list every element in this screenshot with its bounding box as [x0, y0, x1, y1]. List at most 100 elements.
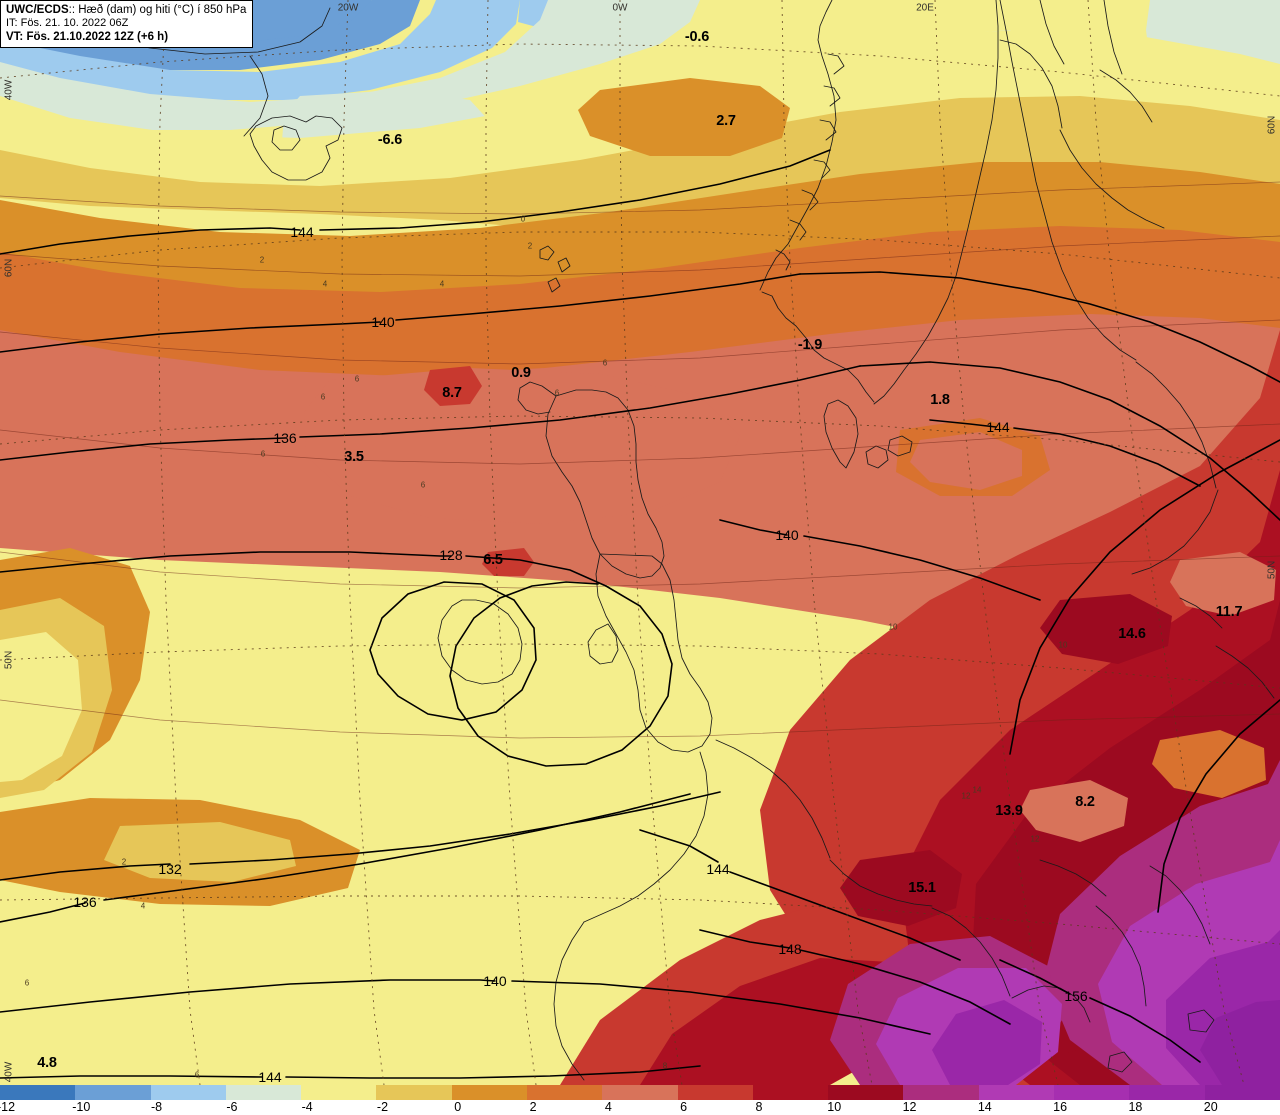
temperature-value-label: -6.6 — [377, 132, 403, 148]
temperature-value-label: 14.6 — [1118, 626, 1146, 642]
color-scale-bar[interactable]: -12 -10 -8 -6 -4 -2 0 2 4 6 8 10 12 14 16 18 20 — [0, 1085, 1280, 1115]
geopotential-contour-label: 144 — [986, 419, 1010, 435]
temperature-value-label: -1.9 — [797, 337, 823, 353]
graticule-label: 60N — [1266, 115, 1278, 135]
isoline-value-label: 6 — [194, 1070, 200, 1080]
color-scale-tick-label: 6 — [680, 1100, 688, 1114]
graticule-label: 50N — [3, 650, 15, 670]
temperature-value-label: 0.9 — [511, 365, 531, 381]
isoline-value-label: 10 — [888, 622, 898, 632]
color-scale-swatch — [1204, 1085, 1280, 1100]
isoline-value-label: 6 — [420, 480, 426, 490]
color-scale-tick-label: 4 — [604, 1100, 612, 1114]
color-scale-swatch — [903, 1085, 979, 1100]
isoline-value-label: 12 — [1030, 834, 1040, 844]
color-scale-swatch — [828, 1085, 904, 1100]
color-scale-swatch — [451, 1085, 527, 1100]
color-scale-tick-label: 8 — [755, 1100, 763, 1114]
isoline-value-label: 4 — [322, 279, 328, 289]
temperature-value-label: 6.5 — [483, 552, 503, 568]
color-scale-tick-label: 2 — [529, 1100, 537, 1114]
geopotential-contour-label: 136 — [273, 430, 297, 446]
geopotential-contour-label: 140 — [371, 314, 395, 330]
isoline-value-label: 2 — [259, 255, 265, 265]
color-scale-swatch — [978, 1085, 1054, 1100]
color-scale-swatch — [1053, 1085, 1130, 1100]
color-scale-swatch — [75, 1085, 151, 1100]
temperature-value-label: 4.8 — [37, 1055, 57, 1071]
graticule-label: 20W — [337, 2, 359, 14]
color-scale-swatch — [602, 1085, 678, 1100]
color-scale-swatch — [752, 1085, 829, 1100]
color-scale-tick-label: -10 — [72, 1100, 91, 1114]
isoline-value-label: 2 — [527, 241, 533, 251]
isoline-value-label: 6 — [354, 374, 360, 384]
color-scale-tick-label: 0 — [454, 1100, 462, 1114]
geopotential-contour-label: 144 — [258, 1069, 282, 1085]
color-scale-tick-label: -4 — [301, 1100, 313, 1114]
graticule-label: 60N — [3, 258, 15, 278]
isoline-value-label: 6 — [24, 978, 30, 988]
map-raster — [0, 0, 1280, 1085]
init-time-label: IT: Fös. 21. 10. 2022 06Z — [6, 17, 129, 30]
color-scale-tick-label: -12 — [0, 1100, 16, 1114]
map-info-box: UWC/ECDS:: Hæð (dam) og hiti (°C) í 850 … — [0, 0, 254, 49]
color-scale-tick-label: 12 — [902, 1100, 917, 1114]
graticule-label: 40W — [3, 1061, 15, 1083]
map-title: UWC/ECDS:: Hæð (dam) og hiti (°C) í 850 … — [6, 3, 246, 17]
geopotential-contour-label: 140 — [483, 973, 507, 989]
geopotential-contour-label: 132 — [158, 861, 182, 877]
color-scale-tick-label: 14 — [977, 1100, 992, 1114]
geopotential-contour-label: 140 — [775, 527, 799, 543]
color-scale-tick-label: 16 — [1053, 1100, 1068, 1114]
color-scale-ticks: -12 -10 -8 -6 -4 -2 0 2 4 6 8 10 12 14 16 18 20 — [0, 1100, 1280, 1115]
color-scale-tick-label: 10 — [827, 1100, 842, 1114]
color-scale-tick-label: -2 — [376, 1100, 389, 1114]
map-title-rest: :: Hæð (dam) og hiti (°C) í 850 hPa — [68, 4, 247, 16]
isoline-value-label: 6 — [602, 358, 608, 368]
weather-map-canvas[interactable]: UWC/ECDS:: Hæð (dam) og hiti (°C) í 850 … — [0, 0, 1280, 1085]
temperature-value-label: 8.7 — [442, 385, 462, 401]
color-scale-swatch — [1129, 1085, 1205, 1100]
isoline-value-label: 6 — [260, 449, 266, 459]
color-scale-swatch — [376, 1085, 452, 1100]
geopotential-contour-label: 148 — [778, 941, 802, 957]
isoline-value-label: 10 — [1058, 640, 1068, 650]
geopotential-contour-label: 136 — [73, 894, 97, 910]
color-scale-swatch — [677, 1085, 753, 1100]
temperature-value-label: 1.8 — [930, 392, 950, 408]
temperature-value-label: 15.1 — [908, 880, 936, 896]
isoline-value-label: 0 — [520, 214, 526, 224]
temperature-value-label: 3.5 — [344, 449, 364, 465]
temperature-value-label: -0.6 — [684, 29, 710, 45]
color-scale-tick-label: -6 — [226, 1100, 238, 1114]
geopotential-contour-label: 144 — [290, 224, 314, 240]
map-title-model: UWC/ECDS — [6, 4, 69, 16]
color-scale-swatch — [150, 1085, 226, 1100]
temperature-value-label: 11.7 — [1215, 604, 1243, 620]
isoline-value-label: 4 — [140, 901, 146, 911]
color-scale-swatch — [301, 1085, 377, 1100]
geopotential-contour-label: 156 — [1064, 988, 1088, 1004]
color-scale-tick-label: -8 — [151, 1100, 163, 1114]
valid-time-prefix: VT: — [6, 31, 24, 44]
isoline-value-label: 4 — [439, 279, 445, 289]
color-scale-tick-label: 18 — [1128, 1100, 1143, 1114]
temperature-value-label: 8.2 — [1075, 794, 1095, 810]
temperature-value-label: 2.7 — [716, 113, 736, 129]
isoline-value-label: 2 — [121, 857, 127, 867]
valid-time-value: Fös. 21.10.2022 12Z (+6 h) — [26, 31, 169, 44]
geopotential-contour-label: 128 — [439, 547, 463, 563]
color-scale-swatch — [225, 1085, 302, 1100]
color-scale-swatches — [0, 1085, 1280, 1100]
graticule-label: 50N — [1266, 560, 1278, 580]
isoline-value-label: 6 — [320, 392, 326, 402]
isoline-value-label: 12 — [961, 791, 971, 801]
isoline-value-label: 6 — [554, 388, 560, 398]
graticule-label: 20E — [916, 2, 934, 14]
graticule-label: 40W — [3, 79, 15, 101]
geopotential-contour-label: 144 — [706, 861, 730, 877]
graticule-label: 0W — [612, 2, 628, 14]
valid-time-label: VT: Fös. 21.10.2022 12Z (+6 h) — [6, 30, 246, 44]
